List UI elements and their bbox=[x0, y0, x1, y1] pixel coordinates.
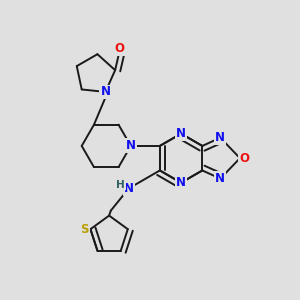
Text: H: H bbox=[116, 179, 125, 190]
Text: O: O bbox=[239, 152, 249, 165]
Text: O: O bbox=[115, 42, 125, 55]
Text: N: N bbox=[215, 172, 225, 185]
Text: N: N bbox=[176, 127, 186, 140]
Text: N: N bbox=[215, 131, 225, 144]
Text: N: N bbox=[124, 182, 134, 195]
Text: N: N bbox=[126, 140, 136, 152]
Text: S: S bbox=[80, 223, 89, 236]
Text: N: N bbox=[176, 176, 186, 189]
Text: N: N bbox=[100, 85, 110, 98]
